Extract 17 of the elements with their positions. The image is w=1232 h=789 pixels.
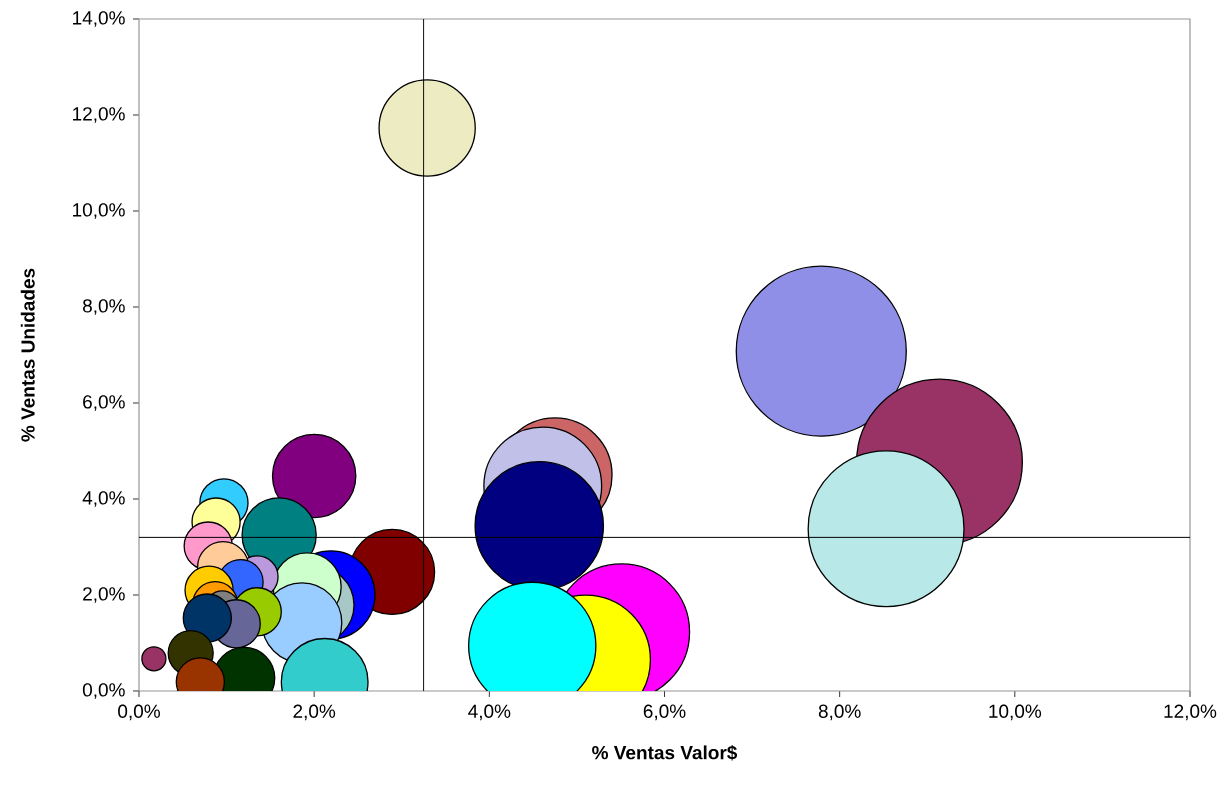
x-axis-title: % Ventas Valor$: [592, 745, 738, 761]
y-tick-label: 2,0%: [83, 587, 125, 603]
y-tick-label: 12,0%: [73, 107, 125, 123]
y-tick-label: 0,0%: [82, 683, 125, 699]
y-tick-label: 6,0%: [83, 395, 125, 411]
x-tick-label: 4,0%: [468, 704, 511, 721]
y-tick-label: 14,0%: [73, 11, 125, 27]
x-tick-label: 10,0%: [989, 704, 1042, 721]
x-tick-label: 8,0%: [818, 704, 861, 721]
x-tick-label: 2,0%: [293, 704, 336, 721]
x-tick-label: 0,0%: [118, 704, 160, 721]
y-tick-label: 4,0%: [82, 491, 125, 507]
x-tick-label: 6,0%: [643, 704, 686, 721]
y-tick-label: 10,0%: [73, 203, 125, 219]
x-tick-label: 12,0%: [1164, 704, 1217, 721]
y-axis-title: % Ventas Unidades: [20, 268, 35, 442]
y-tick-label: 8,0%: [83, 299, 125, 315]
